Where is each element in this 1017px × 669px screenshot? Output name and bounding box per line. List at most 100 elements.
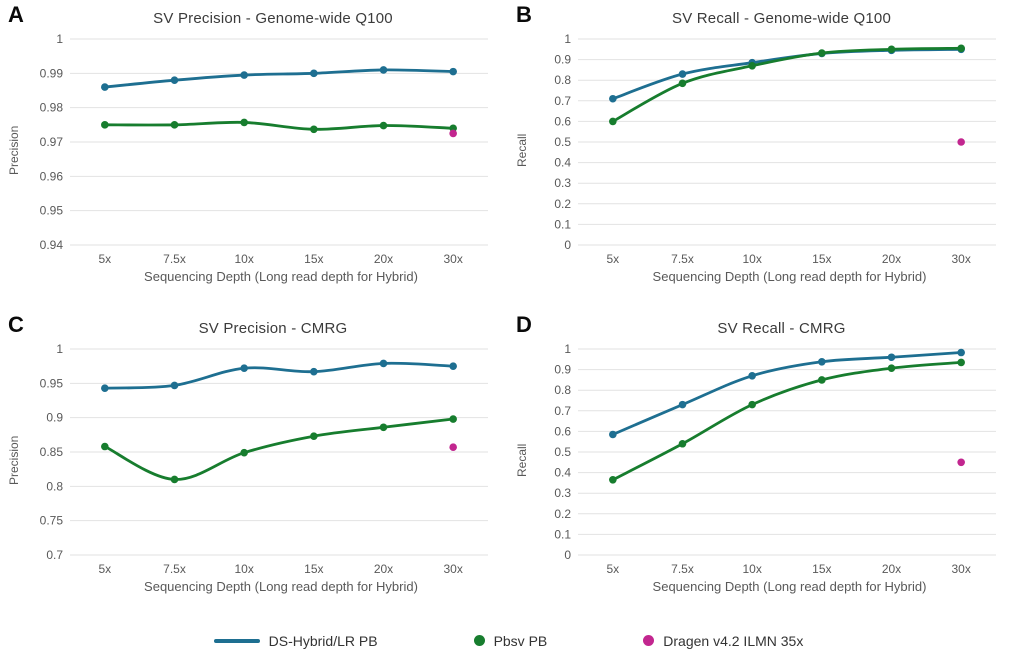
data-point-pbsv-pb (609, 476, 617, 484)
y-tick-label: 0.98 (40, 101, 64, 115)
data-point-pbsv-pb (609, 117, 617, 126)
y-tick-label: 0.7 (46, 548, 63, 562)
data-point-pbsv-pb (240, 448, 248, 457)
series-line-pbsv-pb (103, 120, 455, 131)
data-point-ds-hybrid-lr-pb (678, 70, 687, 78)
data-point-pbsv-pb (240, 118, 248, 127)
data-point-pbsv-pb (170, 475, 179, 484)
chart-panels-grid: A SV Precision - Genome-wide Q100 Precis… (0, 0, 1017, 620)
y-tick-label: 0.8 (554, 383, 571, 397)
panel-letter-b: B (516, 2, 532, 27)
series-line-pbsv-pb (611, 360, 963, 482)
data-point-dragen-v4-2-ilmn-35x (449, 443, 457, 451)
y-tick-label: 0.97 (40, 135, 64, 149)
series-line-ds-hybrid-lr-pb (103, 361, 455, 390)
y-tick-label: 0.8 (554, 73, 571, 87)
y-tick-label: 0 (564, 548, 571, 562)
y-tick-label: 0.9 (46, 411, 63, 425)
data-point-pbsv-pb (379, 121, 388, 130)
plot-row-c: Precision 1 0.95 0.9 0.85 0.8 0.75 0.7 5x 7.5x 10… (6, 339, 504, 581)
y-tick-label: 0.4 (554, 156, 571, 170)
data-point-ds-hybrid-lr-pb (379, 66, 388, 74)
x-tick-label: 20x (374, 562, 393, 576)
y-tick-label: 1 (564, 342, 571, 356)
chart-panel-b: B SV Recall - Genome-wide Q100 Recall 1 0… (508, 0, 1017, 310)
y-tick-label: 0.95 (40, 376, 64, 390)
chart-panel-c: C SV Precision - CMRG Precision 1 0.95 0.9… (0, 310, 508, 620)
x-axis-label-b: Sequencing Depth (Long read depth for Hy… (652, 269, 927, 284)
x-tick-label: 15x (812, 562, 831, 576)
series-line-ds-hybrid-lr-pb (103, 68, 455, 89)
data-point-pbsv-pb (748, 400, 756, 409)
x-tick-label: 20x (374, 252, 393, 266)
plot-row-b: Recall 1 0.9 0.8 0.7 0.6 0.5 0.4 0.3 0.2 0.1 0 5x 7.… (514, 29, 1013, 271)
x-tick-label: 15x (304, 562, 323, 576)
x-tick-label: 10x (742, 562, 761, 576)
data-point-pbsv-pb (887, 45, 896, 54)
y-tick-label: 0.7 (554, 404, 571, 418)
y-tick-label: 1 (564, 32, 571, 46)
y-axis-label-d: Recall (515, 443, 529, 477)
data-point-ds-hybrid-lr-pb (748, 371, 756, 380)
data-point-pbsv-pb (310, 125, 318, 134)
y-tick-label: 0.6 (554, 424, 571, 438)
data-point-pbsv-pb (818, 49, 826, 57)
data-point-ds-hybrid-lr-pb (449, 362, 457, 370)
legend-item-pbsv-pb: Pbsv PB (473, 633, 547, 649)
chart-title-b: SV Recall - Genome-wide Q100 (671, 10, 892, 27)
x-tick-label: 5x (98, 562, 111, 576)
y-tick-label: 0.8 (46, 479, 63, 493)
y-tick-label: 0.9 (554, 363, 571, 377)
data-point-pbsv-pb (310, 432, 318, 441)
y-tick-label: 0.95 (40, 204, 64, 218)
legend-item-dragen-ilmn: Dragen v4.2 ILMN 35x (643, 633, 803, 649)
y-tick-label: 0.5 (554, 445, 571, 459)
panel-letter-c: C (8, 312, 24, 337)
data-point-pbsv-pb (678, 79, 687, 88)
chart-legend: DS-Hybrid/LR PB Pbsv PB Dragen v4.2 ILMN… (0, 620, 1017, 669)
y-axis-label-b: Recall (515, 133, 529, 167)
legend-dot-marker (643, 635, 655, 646)
x-tick-label: 15x (812, 252, 831, 266)
plot-area-d: 1 0.9 0.8 0.7 0.6 0.5 0.4 0.3 0.2 0.1 0 5x 7.5x 10x 15… (554, 342, 996, 576)
x-axis-label-a: Sequencing Depth (Long read depth for Hy… (144, 269, 418, 284)
x-axis-label-c: Sequencing Depth (Long read depth for Hy… (144, 579, 418, 594)
x-axis-label-d: Sequencing Depth (Long read depth for Hy… (652, 579, 927, 594)
x-tick-label: 15x (304, 252, 323, 266)
data-point-dragen-v4-2-ilmn-35x (957, 138, 965, 146)
y-tick-label: 1 (56, 32, 63, 46)
data-point-pbsv-pb (379, 423, 388, 432)
y-axis-label-c: Precision (7, 435, 21, 485)
data-point-pbsv-pb (678, 439, 687, 448)
data-point-pbsv-pb (818, 376, 826, 384)
data-point-pbsv-pb (170, 121, 179, 129)
y-tick-label: 0.99 (40, 66, 64, 80)
y-tick-label: 0.3 (554, 486, 571, 500)
y-tick-label: 0.3 (554, 176, 571, 190)
x-tick-label: 30x (443, 562, 462, 576)
data-point-ds-hybrid-lr-pb (818, 357, 826, 366)
x-tick-label: 7.5x (163, 252, 186, 266)
data-point-ds-hybrid-lr-pb (678, 400, 687, 409)
data-point-ds-hybrid-lr-pb (101, 384, 109, 392)
legend-line-marker (213, 638, 260, 643)
y-tick-label: 0.4 (554, 466, 571, 480)
series-line-pbsv-pb (611, 46, 963, 123)
y-tick-label: 0.75 (40, 514, 64, 528)
data-point-ds-hybrid-lr-pb (240, 71, 248, 79)
legend-item-ds-hybrid-lr-pb: DS-Hybrid/LR PB (213, 633, 378, 649)
y-tick-label: 0.6 (554, 114, 571, 128)
series-line-ds-hybrid-lr-pb (611, 351, 963, 436)
data-point-ds-hybrid-lr-pb (379, 359, 388, 368)
data-point-ds-hybrid-lr-pb (887, 353, 896, 362)
x-tick-label: 20x (882, 252, 901, 266)
x-tick-label: 5x (606, 562, 619, 576)
x-tick-label: 7.5x (671, 252, 694, 266)
data-point-dragen-v4-2-ilmn-35x (449, 129, 457, 138)
data-point-ds-hybrid-lr-pb (957, 348, 965, 357)
data-point-pbsv-pb (887, 364, 896, 372)
series-line-pbsv-pb (103, 417, 455, 481)
x-tick-label: 20x (882, 562, 901, 576)
plot-area-c: 1 0.95 0.9 0.85 0.8 0.75 0.7 5x 7.5x 10x 15x 20x 30x (40, 342, 488, 576)
